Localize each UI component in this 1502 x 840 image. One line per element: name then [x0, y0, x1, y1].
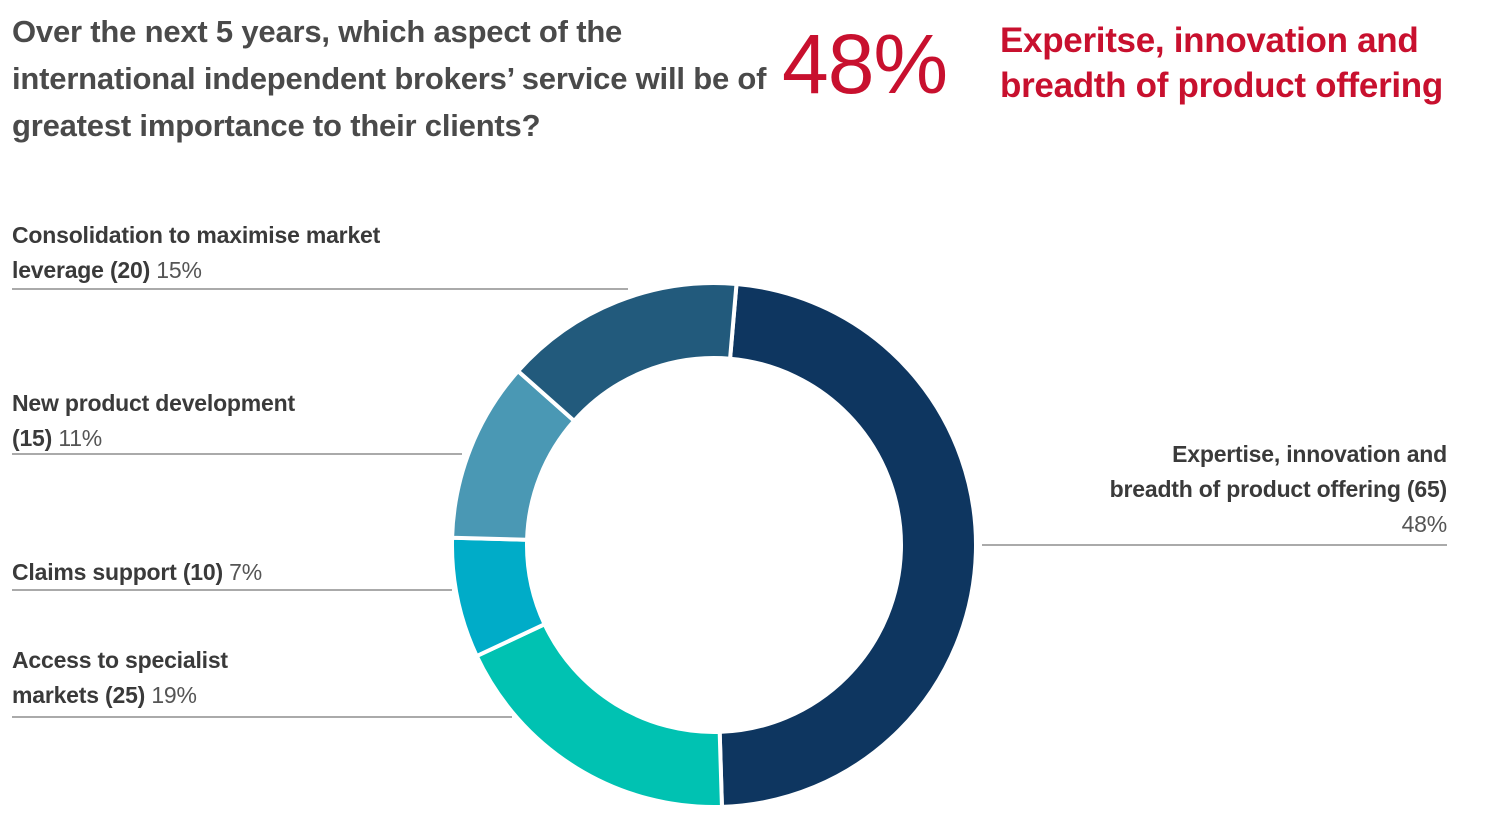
- slice-label-count: (10): [182, 559, 223, 585]
- slice-label-name: New product development: [12, 390, 295, 416]
- slice-label-name: Expertise, innovation and breadth of pro…: [1109, 441, 1448, 502]
- key-finding-text: Experitse, innovation and breadth of pro…: [1000, 21, 1443, 105]
- slice-access: [474, 621, 725, 809]
- leader-lines: [12, 288, 1447, 718]
- slice-label-percent: 48%: [1401, 511, 1448, 537]
- key-finding-percent: 48%: [782, 17, 948, 111]
- slice-label-claims: Claims support (10) 7%: [12, 555, 432, 590]
- slice-label-percent: 19%: [151, 682, 197, 708]
- slice-expertise: [717, 281, 978, 809]
- slice-label-name: Access to specialist markets: [12, 647, 228, 708]
- key-finding: 48% Experitse, innovation and breadth of…: [782, 10, 1502, 120]
- slice-label-percent: 11%: [58, 425, 103, 451]
- slice-label-access: Access to specialist markets (25) 19%: [12, 643, 262, 713]
- slice-label-name: Claims support: [12, 559, 177, 585]
- slice-label-count: (25): [105, 682, 146, 708]
- chart-question: Over the next 5 years, which aspect of t…: [12, 14, 767, 143]
- slice-consolidation: [515, 281, 739, 424]
- slice-label-count: (15): [12, 425, 53, 451]
- slice-label-consolidation: Consolidation to maximise market leverag…: [12, 218, 432, 288]
- donut-slices: [450, 281, 978, 809]
- slice-label-name: Consolidation to maximise market leverag…: [12, 222, 381, 283]
- slice-label-percent: 15%: [156, 257, 202, 283]
- slice-label-expertise: Expertise, innovation and breadth of pro…: [1087, 437, 1448, 542]
- slice-label-new-product: New product development (15) 11%: [12, 386, 312, 456]
- slice-label-count: (65): [1406, 476, 1447, 502]
- slice-label-count: (20): [109, 257, 151, 283]
- slice-label-percent: 7%: [229, 559, 262, 585]
